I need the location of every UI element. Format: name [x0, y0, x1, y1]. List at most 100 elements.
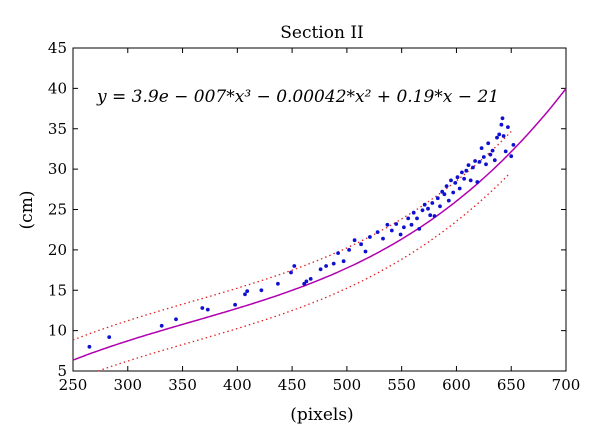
- data-point: [200, 306, 205, 310]
- x-tick-label: 600: [442, 376, 471, 394]
- data-point: [420, 208, 425, 213]
- x-axis-label: (pixels): [290, 405, 353, 425]
- data-point: [308, 277, 313, 281]
- data-point: [486, 141, 491, 146]
- data-point: [468, 178, 473, 183]
- data-point: [205, 307, 210, 312]
- x-tick-label: 650: [497, 376, 526, 394]
- data-point: [318, 267, 323, 272]
- data-point: [477, 160, 482, 164]
- data-point: [503, 149, 508, 154]
- data-point: [359, 242, 363, 247]
- data-point: [174, 317, 178, 322]
- data-point: [276, 281, 280, 286]
- data-point: [347, 248, 351, 252]
- data-point: [432, 214, 437, 218]
- y-tick-label: 15: [48, 281, 67, 299]
- chart-title: Section II: [280, 23, 364, 43]
- data-point: [107, 335, 112, 339]
- x-tick-label: 250: [59, 376, 88, 394]
- y-tick-label: 20: [48, 241, 67, 259]
- lower-confidence-band: [97, 172, 511, 372]
- data-point: [500, 116, 505, 121]
- data-point: [375, 230, 380, 235]
- data-point: [490, 148, 495, 153]
- data-point: [457, 186, 462, 191]
- x-tick-label: 450: [278, 376, 307, 394]
- data-point: [336, 251, 340, 256]
- data-point: [451, 190, 456, 195]
- data-point: [466, 163, 471, 168]
- data-point: [394, 222, 399, 226]
- data-point: [446, 198, 451, 203]
- y-tick-label: 5: [57, 362, 67, 380]
- data-point: [385, 222, 390, 227]
- data-point: [430, 201, 435, 205]
- data-point: [87, 344, 92, 349]
- data-point: [440, 189, 445, 194]
- data-point: [422, 202, 427, 207]
- data-point: [233, 302, 238, 307]
- fit-curve: [72, 88, 567, 361]
- data-point: [497, 132, 502, 137]
- equation-annotation: y = 3.9e − 007*x³ − 0.00042*x² + 0.19*x …: [96, 87, 499, 107]
- data-point: [442, 192, 447, 197]
- data-point: [415, 216, 419, 221]
- data-point: [259, 288, 264, 293]
- x-tick-label: 500: [333, 376, 362, 394]
- upper-band-line: [72, 131, 512, 341]
- data-point: [453, 181, 458, 185]
- y-ticks: 5 10 15 20 25 30 35 40 45: [48, 39, 566, 380]
- data-point: [481, 155, 486, 159]
- data-point: [292, 264, 297, 268]
- data-point: [411, 210, 416, 215]
- x-tick-label: 700: [552, 376, 581, 394]
- data-point: [455, 175, 460, 180]
- data-point: [471, 165, 475, 170]
- y-tick-label: 30: [48, 160, 67, 178]
- data-point: [511, 143, 516, 147]
- data-point: [324, 264, 328, 268]
- data-point: [245, 289, 250, 293]
- y-axis-label: (cm): [17, 191, 37, 230]
- data-point: [509, 154, 514, 159]
- data-point: [435, 196, 440, 201]
- data-point: [460, 170, 464, 175]
- y-tick-label: 25: [48, 201, 67, 219]
- y-tick-label: 45: [48, 39, 67, 57]
- data-point: [488, 152, 493, 157]
- data-point: [426, 206, 430, 211]
- data-point: [381, 236, 385, 241]
- x-ticks: 250 300 350 400 450 500 550 600 650 700: [59, 48, 581, 394]
- data-point: [409, 222, 414, 227]
- data-point: [341, 259, 346, 264]
- x-tick-label: 400: [223, 376, 252, 394]
- data-point: [473, 159, 477, 163]
- data-point: [462, 176, 466, 181]
- data-point: [406, 216, 411, 221]
- x-tick-label: 550: [387, 376, 416, 394]
- y-tick-label: 10: [48, 322, 67, 340]
- data-point: [444, 184, 449, 189]
- data-point: [484, 162, 488, 167]
- data-point: [428, 213, 433, 218]
- x-tick-label: 300: [113, 376, 142, 394]
- data-points: [87, 116, 516, 349]
- data-point: [402, 225, 406, 230]
- data-point: [479, 146, 484, 151]
- data-point: [499, 122, 504, 127]
- y-tick-label: 40: [48, 79, 67, 97]
- data-point: [501, 134, 506, 138]
- data-point: [302, 281, 307, 286]
- upper-confidence-band: [72, 131, 512, 341]
- plot-area: 250 300 350 400 450 500 550 600 650 700 510152025…: [48, 39, 580, 394]
- data-point: [368, 235, 372, 239]
- data-point: [331, 261, 336, 266]
- x-tick-label: 350: [168, 376, 197, 394]
- data-point: [464, 168, 469, 173]
- data-point: [304, 279, 309, 284]
- data-point: [475, 180, 480, 184]
- data-point: [363, 249, 368, 254]
- lower-band-line: [97, 172, 511, 372]
- data-point: [243, 292, 247, 297]
